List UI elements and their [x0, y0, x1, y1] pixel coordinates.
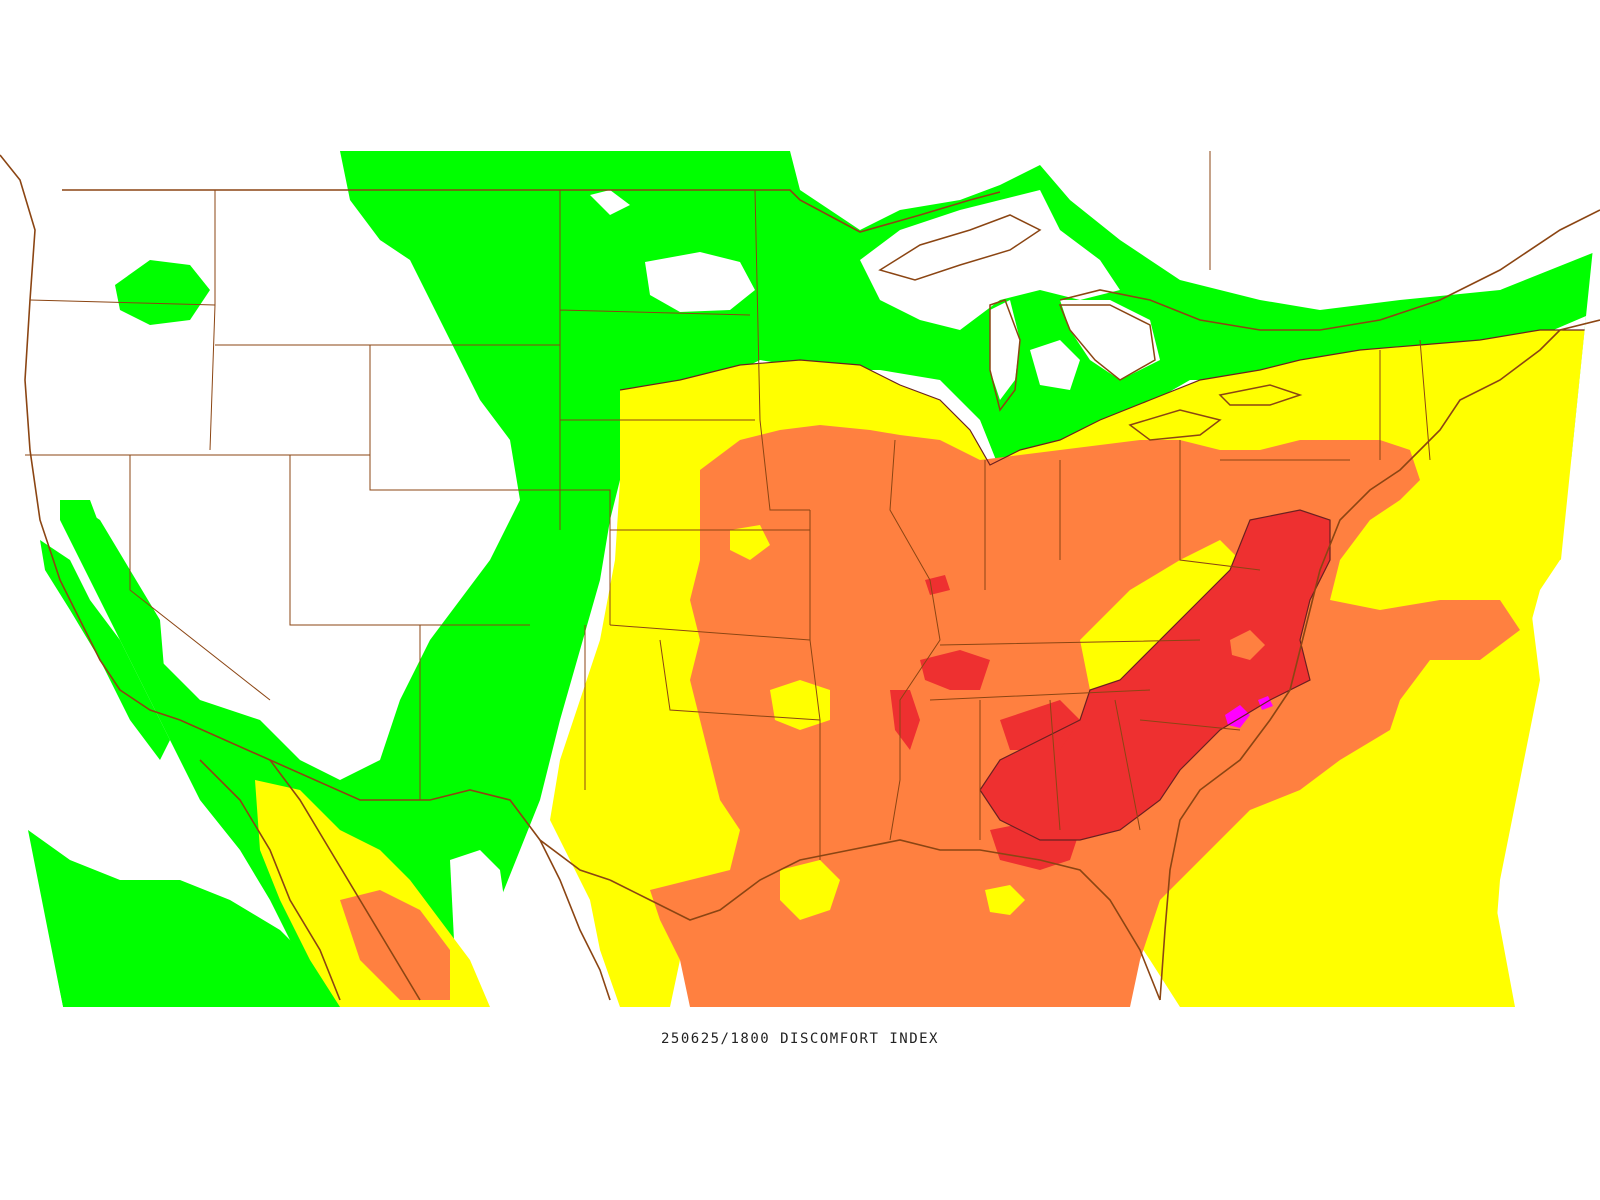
state-lines	[25, 151, 1431, 860]
boundary-mexico-gulf	[539, 839, 611, 1001]
green-region-west-coast	[40, 540, 170, 760]
yellow-hole-texas-coast	[780, 860, 840, 920]
state-line-oh-pa	[1179, 440, 1261, 571]
boundary-st-lawrence	[1059, 209, 1600, 331]
red-region-southeast	[980, 510, 1330, 840]
state-line-nv	[129, 455, 271, 701]
state-line-new-england	[1379, 339, 1431, 461]
state-line-mo	[809, 510, 821, 860]
white-cutout-lake-huron	[1060, 300, 1160, 380]
boundary-gulf-coast	[609, 839, 1161, 1001]
boundary-mexico-us	[179, 719, 611, 881]
yellow-hole-appalachia	[1080, 540, 1240, 690]
white-cutout-lake-michigan	[990, 300, 1020, 400]
state-line-ok-tx	[584, 625, 821, 790]
yellow-hole-kansas	[730, 525, 770, 560]
state-line-dakotas	[559, 190, 755, 530]
state-line-il-in	[984, 460, 1061, 590]
boundary-atlantic-coast	[1159, 319, 1600, 1001]
red-region-arkansas	[890, 690, 920, 750]
contour-line-red	[979, 509, 1331, 841]
state-line-id-mt	[209, 190, 216, 451]
white-cutout-michigan-north	[1030, 340, 1080, 390]
contour-line-yellow-green	[619, 329, 1600, 466]
state-line-mn-ia	[754, 189, 810, 511]
boundary-baja	[199, 759, 341, 1001]
white-cutout-minnesota-north	[590, 190, 630, 215]
state-line-nc-sc	[1139, 719, 1241, 731]
band-green-layer	[28, 151, 1600, 1007]
green-region-idaho-patches	[115, 260, 210, 325]
green-region-great-plains	[60, 151, 1600, 1007]
orange-region-mexico	[340, 890, 450, 1000]
red-region-mississippi	[1000, 700, 1080, 750]
political-boundaries	[0, 154, 1600, 1001]
state-line-tn-ky	[929, 639, 1201, 701]
state-line-mississippi-river	[889, 439, 941, 841]
green-region-ontario-north	[580, 151, 790, 270]
red-region-gulf-coast	[990, 820, 1080, 870]
boundary-canada-us	[62, 189, 1001, 233]
white-cutouts	[450, 151, 1600, 1000]
white-cutout-great-lakes-north	[860, 190, 1120, 330]
boundary-mexico-coast	[269, 759, 421, 1001]
orange-hole-virginia	[1230, 630, 1265, 660]
lake-superior	[878, 214, 1042, 281]
state-line-ne-ks	[609, 529, 811, 641]
state-line-ms-al-ga	[979, 699, 1141, 840]
lake-erie	[1128, 409, 1222, 441]
band-red-layer	[890, 510, 1330, 870]
boundary-west-coast	[0, 154, 181, 721]
state-line-ut-co	[289, 455, 530, 626]
green-region-central-valley	[70, 500, 165, 680]
green-region-baja-mexico	[28, 830, 340, 1007]
great-lakes	[878, 214, 1303, 441]
white-cutout-quebec	[1200, 151, 1600, 300]
contour-lines	[619, 329, 1600, 841]
state-line-co-box	[420, 489, 611, 625]
lake-michigan	[989, 299, 1021, 412]
yellow-hole-gulf	[985, 885, 1025, 915]
red-region-tennessee	[920, 650, 990, 690]
yellow-holes	[730, 525, 1240, 920]
map-caption: 250625/1800 DISCOMFORT INDEX	[660, 1031, 939, 1047]
lake-huron	[1058, 304, 1156, 381]
white-cutout-manitoba	[645, 252, 755, 312]
state-line-wa-or	[29, 299, 216, 306]
lake-ontario	[1218, 384, 1303, 406]
contour-fill-layer	[0, 151, 1600, 1007]
magenta-region-carolina	[1225, 705, 1250, 728]
